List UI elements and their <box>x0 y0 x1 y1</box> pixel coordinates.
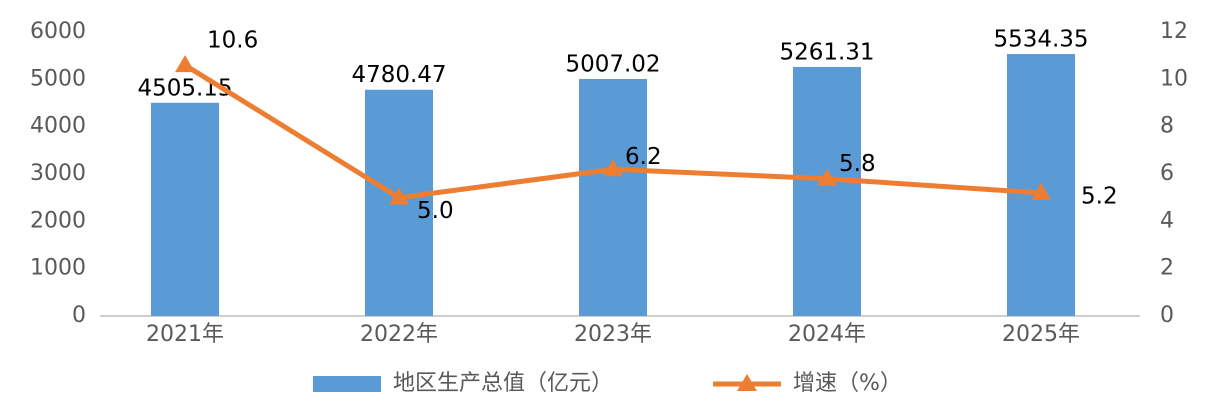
y2-tick-label: 0 <box>1160 303 1174 328</box>
y2-tick-label: 6 <box>1160 161 1174 186</box>
bar-value-label: 5007.02 <box>565 52 660 78</box>
y-tick-label: 1000 <box>30 256 86 281</box>
line-value-label: 5.2 <box>1081 183 1118 209</box>
y-tick-label: 4000 <box>30 114 86 139</box>
bar <box>151 102 219 317</box>
x-tick-label: 2022年 <box>360 322 438 347</box>
y2-tick-label: 8 <box>1160 114 1174 139</box>
line-value-label: 5.0 <box>417 198 454 224</box>
legend-label: 地区生产总值（亿元） <box>393 371 613 396</box>
line-marker <box>603 159 623 177</box>
y-tick-label: 6000 <box>30 19 86 44</box>
line-value-label: 10.6 <box>207 28 258 54</box>
y-tick-label: 0 <box>72 303 86 328</box>
y-tick-label: 5000 <box>30 66 86 91</box>
legend-marker <box>737 374 757 391</box>
y-tick-label: 3000 <box>30 161 86 186</box>
y2-tick-label: 12 <box>1160 19 1188 44</box>
legend-label: 增速（%） <box>793 371 902 396</box>
bar <box>793 66 861 316</box>
x-tick-label: 2024年 <box>788 322 866 347</box>
y-tick-label: 2000 <box>30 208 86 233</box>
x-tick-label: 2023年 <box>574 322 652 347</box>
line-marker <box>389 187 409 205</box>
bar-value-label: 5261.31 <box>779 39 874 65</box>
bar-value-label: 5534.35 <box>993 27 1088 53</box>
bar-value-label: 4780.47 <box>351 62 446 88</box>
line-marker <box>1031 182 1051 200</box>
x-tick-label: 2021年 <box>146 322 224 347</box>
y2-tick-label: 4 <box>1160 208 1174 233</box>
bar <box>579 79 647 316</box>
line-value-label: 6.2 <box>625 144 662 170</box>
line-value-label: 5.8 <box>839 151 876 177</box>
x-tick-label: 2025年 <box>1002 322 1080 347</box>
y2-tick-label: 2 <box>1160 256 1174 281</box>
bar-value-label: 4505.15 <box>137 75 232 101</box>
line-marker <box>817 168 837 186</box>
y2-tick-label: 10 <box>1160 66 1188 91</box>
legend-swatch <box>313 376 381 392</box>
line-marker <box>175 55 195 73</box>
